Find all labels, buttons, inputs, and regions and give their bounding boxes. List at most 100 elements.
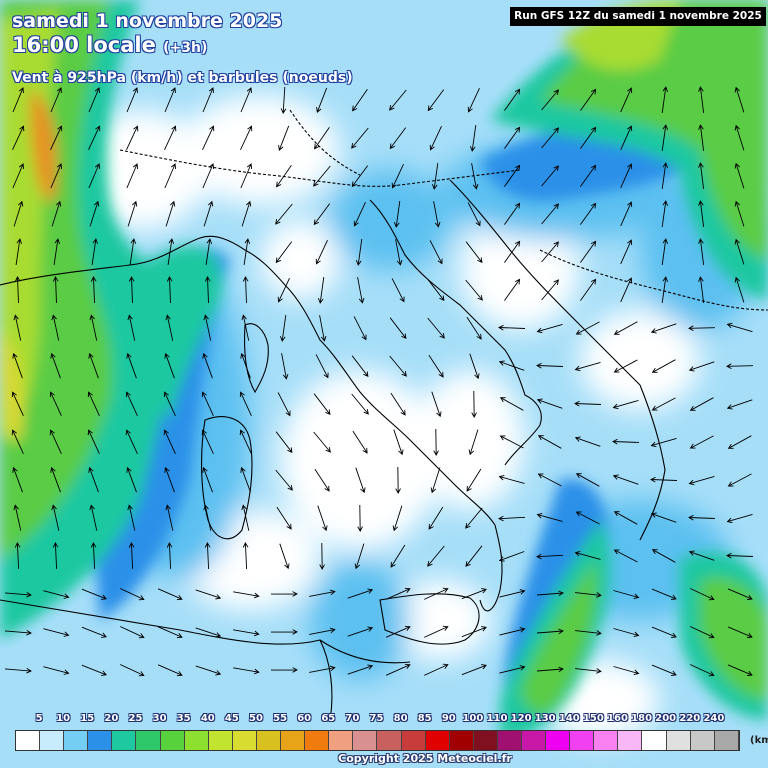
legend-swatch — [594, 731, 619, 750]
wind-arrow — [164, 352, 175, 379]
wind-arrow — [650, 512, 677, 523]
wind-arrow — [163, 391, 176, 416]
wind-arrow — [4, 630, 32, 636]
wind-arrow — [688, 361, 715, 372]
wind-arrow — [357, 504, 363, 532]
wind-arrow — [347, 626, 374, 637]
legend-tick-label: 90 — [441, 713, 456, 724]
legend-tick-label: 25 — [128, 713, 143, 724]
wind-arrow — [536, 512, 563, 522]
wind-arrow — [202, 466, 213, 493]
wind-arrow — [50, 87, 62, 113]
legend-tick-label: 15 — [80, 713, 95, 724]
wind-arrow — [195, 627, 222, 638]
legend-swatch — [329, 731, 354, 750]
wind-arrow — [43, 628, 70, 637]
legend-tick-label: 150 — [582, 713, 604, 724]
wind-arrow — [498, 360, 525, 371]
legend-color-bar — [15, 730, 740, 751]
wind-arrow — [90, 542, 97, 570]
wind-arrow — [91, 238, 99, 265]
run-label: Run GFS 12Z du samedi 1 novembre 2025 — [510, 7, 766, 26]
wind-arrow — [504, 240, 521, 263]
wind-arrow — [541, 165, 560, 187]
wind-arrow — [317, 277, 325, 304]
wind-arrow — [385, 625, 411, 638]
wind-arrow — [205, 238, 213, 265]
wind-arrow — [87, 391, 100, 416]
wind-arrow — [87, 429, 100, 454]
wind-arrow — [612, 399, 639, 410]
wind-arrow — [202, 125, 215, 150]
wind-arrow — [661, 86, 669, 113]
legend-swatch — [256, 731, 282, 750]
wind-arrow — [541, 279, 560, 301]
wind-arrow — [347, 664, 374, 675]
wind-arrow — [536, 398, 563, 409]
wind-arrow — [314, 468, 330, 492]
wind-arrow — [580, 202, 597, 225]
wind-arrow — [499, 665, 526, 674]
wind-arrow — [620, 87, 633, 113]
wind-arrow — [504, 164, 521, 187]
wind-arrow — [574, 550, 601, 560]
wind-arrow — [536, 553, 564, 560]
wind-arrow — [51, 200, 62, 227]
legend-swatch — [401, 731, 426, 750]
legend-tick-label: 140 — [558, 713, 580, 724]
legend-swatch — [136, 731, 161, 750]
wind-arrow — [698, 238, 705, 265]
legend-swatch — [305, 731, 330, 750]
wind-arrow — [125, 391, 138, 416]
wind-arrow — [498, 474, 525, 484]
wind-arrow — [466, 468, 482, 492]
wind-arrow — [580, 278, 597, 301]
wind-arrow — [726, 513, 753, 524]
wind-arrow — [276, 506, 292, 530]
wind-arrow — [351, 393, 369, 415]
wind-arrow — [433, 428, 439, 456]
wind-arrow — [126, 352, 137, 379]
wind-arrow — [688, 475, 715, 486]
map-time-title: 16:00 locale (+3h) — [12, 33, 207, 57]
wind-arrow — [390, 392, 406, 416]
wind-arrow — [13, 314, 22, 341]
wind-arrow — [314, 127, 330, 150]
wind-arrow — [433, 201, 441, 228]
legend-tick-label: 100 — [462, 713, 484, 724]
wind-arrow — [536, 362, 564, 369]
wind-arrow — [389, 355, 407, 377]
wind-arrow — [430, 467, 441, 494]
wind-arrow — [12, 125, 25, 150]
wind-arrow — [355, 239, 363, 266]
wind-arrow — [727, 473, 752, 487]
wind-arrow — [240, 352, 251, 379]
wind-arrow — [313, 393, 331, 416]
legend-tick-label: 45 — [224, 713, 239, 724]
wind-arrow — [734, 124, 745, 151]
wind-arrow — [689, 397, 714, 411]
wind-arrow — [574, 361, 601, 372]
wind-arrow — [688, 325, 716, 332]
wind-arrow — [319, 315, 327, 342]
wind-arrow — [504, 202, 521, 225]
wind-arrow — [313, 203, 331, 226]
legend-tick-label: 75 — [369, 713, 384, 724]
wind-arrow — [281, 353, 289, 380]
wind-arrow — [395, 239, 403, 266]
wind-arrow — [241, 504, 250, 531]
wind-arrow — [698, 124, 705, 151]
wind-arrow — [275, 241, 293, 264]
wind-arrow — [51, 504, 60, 531]
map-date-title: samedi 1 novembre 2025 — [12, 10, 283, 32]
wind-arrow — [50, 163, 63, 189]
legend-tick-label: 80 — [393, 713, 408, 724]
wind-arrow — [195, 589, 222, 600]
wind-arrow — [688, 550, 715, 561]
wind-arrow — [353, 202, 366, 227]
wind-arrow — [13, 200, 24, 227]
wind-arrow — [201, 429, 214, 454]
legend-swatch — [425, 731, 450, 750]
wind-speed-legend: 5 10 15 20 25 30 35 40 45 50 55 60 65 70 75 80 85 90 100 11… — [14, 713, 768, 751]
wind-arrow — [49, 429, 62, 454]
